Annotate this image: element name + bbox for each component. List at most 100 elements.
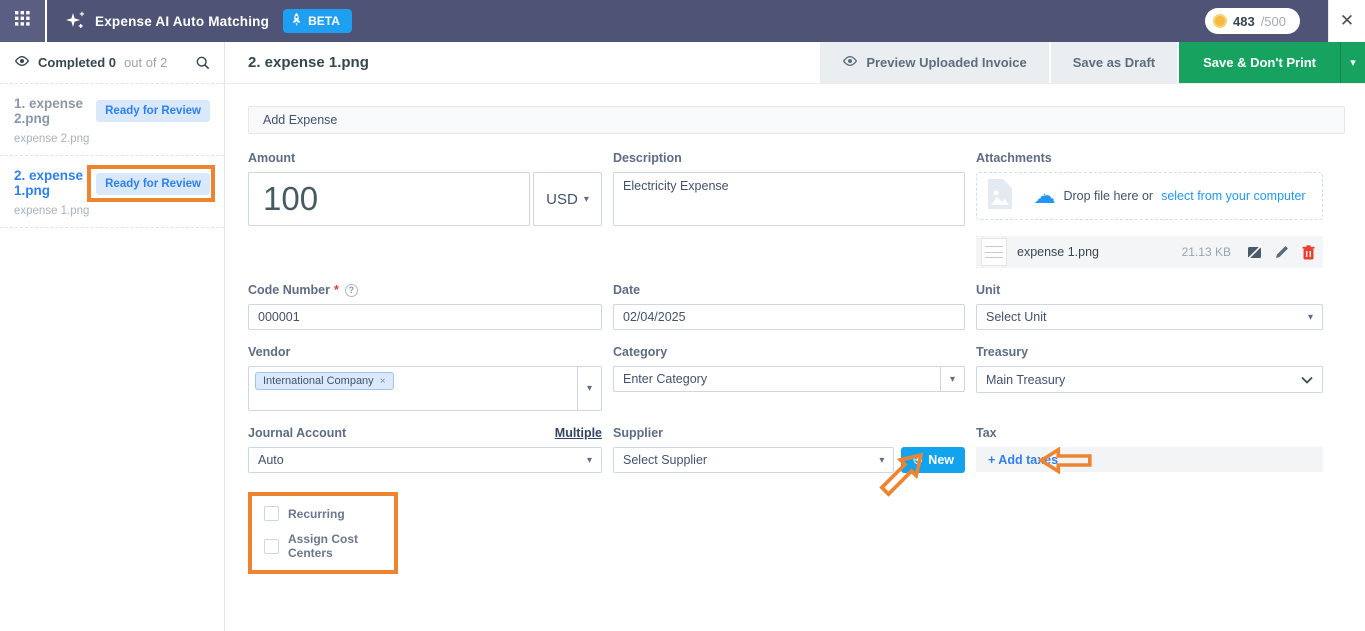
close-icon: ✕: [1339, 11, 1355, 30]
save-dont-print-button[interactable]: Save & Don't Print: [1179, 42, 1340, 83]
chevron-down-icon: ▾: [879, 454, 885, 466]
chevron-down-icon: ▾: [583, 193, 589, 205]
tax-bar: + Add taxes: [976, 446, 1323, 475]
journal-account-dropdown[interactable]: Auto ▾: [248, 447, 602, 473]
recurring-label: Recurring: [288, 506, 345, 521]
sidebar-item-expense-2[interactable]: 1. expense 2.png Ready for Review expens…: [0, 84, 224, 156]
code-number-input[interactable]: [248, 304, 602, 330]
chevron-down-icon: ▾: [949, 373, 956, 385]
header-divider: [45, 0, 47, 42]
vendor-group: Vendor International Company × ▾: [248, 345, 602, 411]
code-number-group: Code Number * ?: [248, 283, 602, 330]
category-placeholder: Enter Category: [623, 372, 708, 386]
category-group: Category Enter Category ▾: [613, 345, 965, 411]
annotation-rectangle-checkboxes: Recurring Assign Cost Centers: [248, 492, 398, 574]
section-title: Add Expense: [248, 106, 1345, 134]
main-panel: 2. expense 1.png Preview Uploaded Invoic…: [225, 42, 1365, 631]
amount-input[interactable]: [248, 172, 530, 226]
description-input[interactable]: Electricity Expense: [613, 172, 965, 226]
add-taxes-link[interactable]: + Add taxes: [988, 452, 1059, 467]
app-title: Expense AI Auto Matching: [95, 13, 270, 29]
attachment-row: expense 1.png 21.13 KB: [976, 236, 1323, 268]
credits-counter: 483 /500: [1204, 8, 1300, 34]
status-badge: Ready for Review: [96, 100, 210, 122]
new-label: New: [928, 453, 954, 467]
supplier-dropdown[interactable]: Select Supplier ▾: [613, 447, 895, 473]
sparkle-icon: [65, 11, 85, 31]
unit-label: Unit: [976, 283, 1001, 297]
recurring-checkbox[interactable]: Recurring: [264, 506, 382, 521]
vendor-tag-label: International Company: [263, 375, 374, 387]
chevron-down-icon: ▾: [586, 383, 593, 394]
tax-group: Tax + Add taxes: [976, 426, 1323, 475]
date-input[interactable]: [613, 304, 965, 330]
vendor-label: Vendor: [248, 345, 291, 359]
vendor-multiselect[interactable]: International Company × ▾: [248, 366, 602, 411]
chevron-down-icon: ▾: [1307, 311, 1313, 323]
file-subtitle: expense 2.png: [14, 133, 90, 145]
search-icon[interactable]: [196, 56, 210, 70]
checkbox-icon: [264, 506, 279, 521]
save-as-draft-button[interactable]: Save as Draft: [1050, 42, 1178, 83]
app-grid-button[interactable]: [0, 0, 45, 42]
attachments-label: Attachments: [976, 151, 1052, 165]
credits-used: 483: [1232, 13, 1255, 29]
supplier-group: Supplier Select Supplier ▾ ⊕ New: [613, 426, 965, 473]
save-options-dropdown[interactable]: ▾: [1340, 42, 1365, 83]
beta-badge[interactable]: BETA: [283, 9, 352, 33]
close-button[interactable]: ✕: [1328, 0, 1365, 42]
preview-invoice-button[interactable]: Preview Uploaded Invoice: [820, 42, 1049, 83]
toolbar: 2. expense 1.png Preview Uploaded Invoic…: [225, 42, 1365, 84]
attachments-group: Attachments ☁ ↑ Drop file here or select …: [976, 151, 1323, 268]
treasury-select[interactable]: Main Treasury: [976, 366, 1323, 393]
date-label: Date: [613, 283, 641, 297]
new-supplier-button[interactable]: ⊕ New: [901, 447, 965, 473]
chevron-down-icon: ▾: [586, 454, 592, 466]
file-subtitle: expense 1.png: [14, 205, 90, 217]
multiple-link[interactable]: Multiple: [554, 426, 602, 440]
description-label: Description: [613, 151, 682, 165]
save-print-label: Save & Don't Print: [1203, 55, 1316, 70]
attachment-size: 21.13 KB: [1181, 245, 1231, 259]
image-off-icon[interactable]: [1247, 244, 1262, 260]
treasury-value: Main Treasury: [986, 372, 1066, 387]
category-dropdown[interactable]: Enter Category ▾: [613, 366, 965, 392]
file-title: 2. expense 1.png: [14, 168, 84, 198]
tag-remove-icon[interactable]: ×: [379, 375, 386, 387]
completed-count: Completed 0: [38, 55, 117, 70]
edit-pencil-icon[interactable]: [1275, 245, 1289, 259]
category-label: Category: [613, 345, 668, 359]
eye-icon: [842, 55, 858, 70]
file-dropzone[interactable]: ☁ ↑ Drop file here or select from your co…: [976, 172, 1323, 220]
journal-account-value: Auto: [258, 453, 284, 467]
assign-cost-centers-checkbox[interactable]: Assign Cost Centers: [264, 532, 382, 560]
attachment-name: expense 1.png: [1017, 245, 1100, 259]
delete-trash-icon[interactable]: [1302, 244, 1315, 260]
currency-dropdown[interactable]: USD ▾: [533, 172, 602, 226]
sidebar: Completed 0 out of 2 1. expense 2.png Re…: [0, 42, 225, 631]
grid-icon: [15, 11, 30, 31]
upload-cloud-icon: ☁ ↑: [1033, 183, 1056, 208]
unit-dropdown[interactable]: Select Unit ▾: [976, 304, 1323, 330]
treasury-group: Treasury Main Treasury: [976, 345, 1323, 411]
preview-label: Preview Uploaded Invoice: [866, 55, 1027, 70]
select-from-computer-link[interactable]: select from your computer: [1161, 189, 1306, 203]
supplier-label: Supplier: [613, 426, 664, 440]
date-group: Date: [613, 283, 965, 330]
credits-total: /500: [1260, 13, 1286, 29]
top-header: Expense AI Auto Matching BETA 483 /500 ✕: [0, 0, 1365, 42]
unit-group: Unit Select Unit ▾: [976, 283, 1323, 330]
completed-total: out of 2: [124, 55, 168, 70]
treasury-label: Treasury: [976, 345, 1029, 359]
beta-label: BETA: [308, 14, 340, 28]
currency-value: USD: [546, 190, 578, 208]
help-icon[interactable]: ?: [344, 283, 358, 297]
category-dropdown-toggle[interactable]: ▾: [940, 367, 964, 391]
required-asterisk: *: [333, 283, 339, 297]
sidebar-item-expense-1[interactable]: 2. expense 1.png Ready for Review expens…: [0, 156, 224, 228]
rocket-icon: [291, 13, 302, 29]
vendor-dropdown-toggle[interactable]: ▾: [577, 367, 601, 410]
options-group: Recurring Assign Cost Centers: [248, 488, 602, 574]
file-title: 1. expense 2.png: [14, 96, 84, 126]
